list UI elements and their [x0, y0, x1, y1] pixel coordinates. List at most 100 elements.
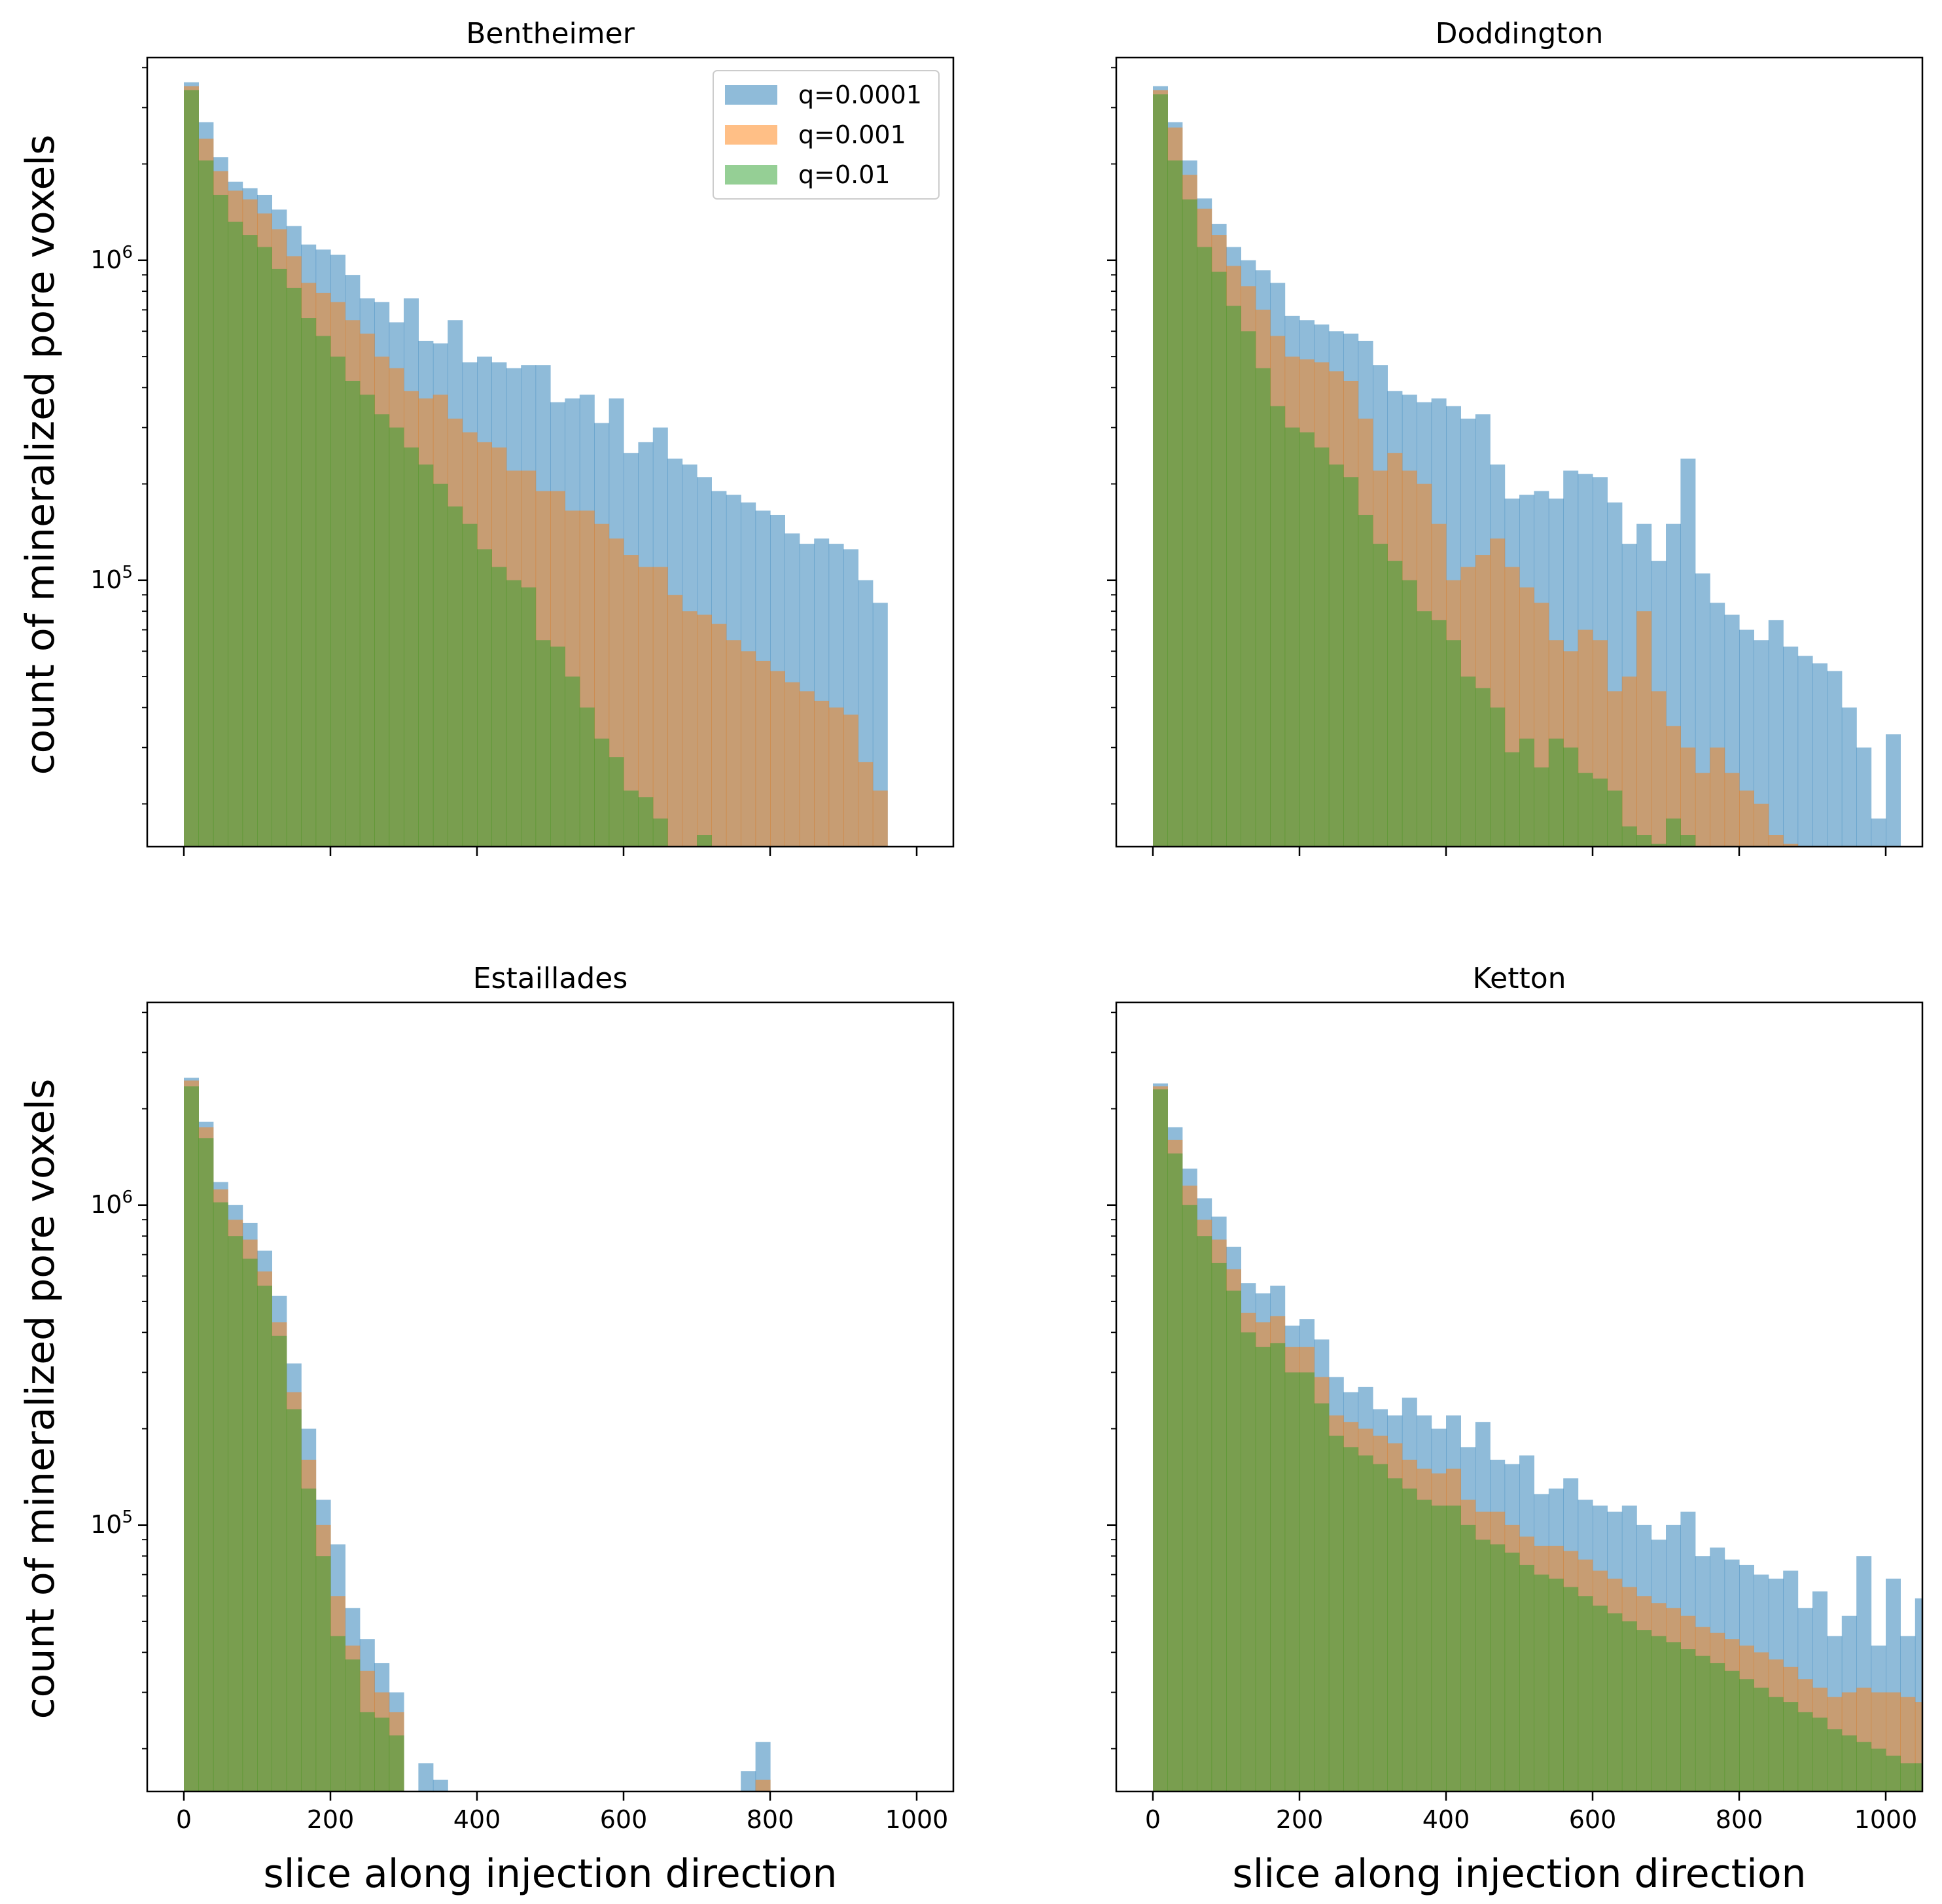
- bar: [1607, 1613, 1623, 1791]
- bar: [741, 651, 756, 847]
- bar: [1475, 688, 1491, 847]
- bar: [1593, 1605, 1608, 1791]
- ylabel-bottom: count of mineralized pore voxels: [18, 1079, 63, 1719]
- bar: [1827, 1729, 1843, 1791]
- series-q-0-01: [184, 1086, 404, 1791]
- bar: [1915, 1702, 1922, 1791]
- y-tick-exponent: 5: [122, 1507, 133, 1527]
- bars-layer: [1153, 86, 1901, 847]
- bar: [1915, 1598, 1922, 1791]
- subplot-title: Ketton: [1472, 962, 1566, 995]
- bar: [1768, 835, 1784, 847]
- bar: [1328, 464, 1344, 847]
- bar: [1314, 447, 1330, 847]
- bar: [755, 1780, 771, 1791]
- bar: [785, 682, 800, 847]
- bar: [286, 1409, 302, 1791]
- bar: [1299, 1372, 1315, 1791]
- bar: [1930, 1771, 1942, 1791]
- bar: [1695, 773, 1710, 847]
- x-tick-label: 600: [1569, 1805, 1617, 1834]
- bar: [1739, 790, 1754, 847]
- bar: [1431, 1506, 1447, 1791]
- bar: [1153, 1089, 1168, 1791]
- bar: [448, 506, 463, 847]
- bar: [1446, 640, 1461, 847]
- bar: [697, 614, 712, 847]
- bar: [1768, 620, 1784, 847]
- bar: [1812, 663, 1827, 847]
- axes-frame: [146, 1001, 955, 1793]
- axes-frame: [1115, 56, 1924, 848]
- bar: [872, 603, 888, 847]
- bar: [389, 1735, 404, 1791]
- bar: [1182, 1205, 1197, 1791]
- bar: [1886, 734, 1901, 847]
- bar: [1504, 752, 1520, 847]
- bar: [345, 1659, 361, 1791]
- bar: [1710, 1663, 1725, 1791]
- bar: [1651, 843, 1667, 847]
- bar: [1621, 826, 1637, 847]
- bar: [1797, 656, 1813, 847]
- bar: [755, 1742, 771, 1791]
- subplot-title: Estaillades: [473, 962, 628, 995]
- x-tick-label: 800: [1716, 1805, 1763, 1834]
- bar: [1680, 747, 1696, 847]
- y-tick-base: 10: [90, 1510, 122, 1539]
- bar: [1754, 640, 1769, 847]
- bar: [1373, 1464, 1388, 1791]
- bar: [1636, 835, 1652, 847]
- x-tick-label: 400: [453, 1805, 501, 1834]
- legend-swatch-q-0-001: [725, 125, 777, 145]
- series-q-0-01: [184, 90, 712, 847]
- bar: [1724, 1670, 1740, 1791]
- bar: [858, 762, 874, 847]
- bar: [491, 567, 507, 847]
- bar: [1226, 1290, 1241, 1791]
- bar: [228, 1236, 243, 1791]
- bar: [257, 1285, 272, 1791]
- ylabel-bottom-text: count of mineralized pore voxels: [18, 1079, 63, 1719]
- bar: [1417, 611, 1432, 847]
- subplot-ketton: Ketton 0 200 400 600 800 1000 slice along injec…: [1107, 962, 1942, 1897]
- bar: [1490, 1544, 1506, 1791]
- bar: [1358, 1455, 1373, 1791]
- bar: [1666, 818, 1681, 847]
- bar: [1724, 773, 1740, 847]
- bar: [1343, 1447, 1359, 1791]
- bar: [1680, 835, 1696, 847]
- bar: [1519, 738, 1534, 847]
- bar: [843, 714, 858, 847]
- bar: [565, 677, 580, 847]
- bar: [184, 1086, 199, 1791]
- bar: [359, 1712, 375, 1791]
- bar: [1621, 1621, 1637, 1791]
- bar: [315, 1556, 331, 1791]
- bar: [814, 701, 830, 847]
- bar: [1841, 1735, 1857, 1791]
- bar: [755, 660, 771, 847]
- bar: [1651, 691, 1667, 847]
- subplot-title: Doddington: [1436, 17, 1604, 50]
- axes-frame: [146, 56, 955, 848]
- bar: [184, 90, 199, 847]
- bar: [1475, 1540, 1491, 1791]
- bar: [228, 221, 243, 847]
- bar: [1563, 747, 1579, 847]
- bar: [1856, 1742, 1872, 1791]
- bar: [1211, 1263, 1227, 1791]
- bar: [1548, 738, 1564, 847]
- bar: [1402, 1489, 1417, 1791]
- bar: [1768, 1697, 1784, 1791]
- bar: [667, 595, 683, 847]
- bar: [1255, 368, 1271, 847]
- bar: [272, 268, 287, 847]
- x-tick-label: 200: [1276, 1805, 1324, 1834]
- y-tick-base: 10: [90, 245, 122, 274]
- bar: [433, 1780, 448, 1791]
- bar: [374, 414, 390, 847]
- bar: [1666, 1642, 1681, 1791]
- bar: [1197, 1236, 1212, 1791]
